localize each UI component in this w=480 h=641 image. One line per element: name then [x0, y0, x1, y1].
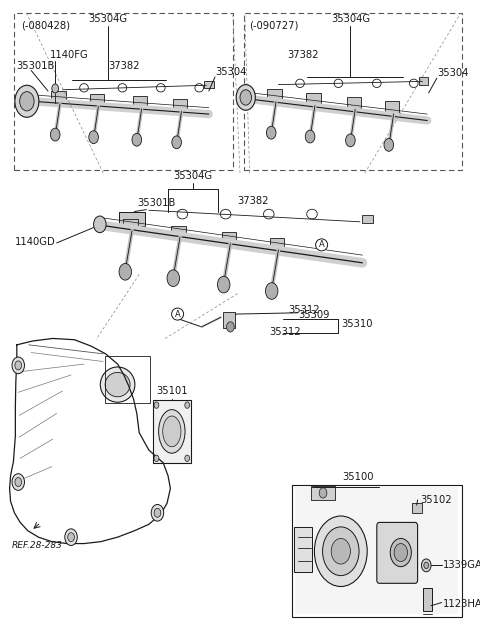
Text: 1123HA: 1123HA [443, 599, 480, 609]
Circle shape [331, 538, 350, 564]
Text: 35101: 35101 [156, 386, 188, 396]
FancyBboxPatch shape [306, 93, 321, 104]
Circle shape [236, 85, 255, 110]
Circle shape [94, 216, 106, 233]
Text: 35304: 35304 [438, 68, 469, 78]
FancyBboxPatch shape [222, 232, 236, 244]
Circle shape [154, 455, 159, 462]
Text: A: A [319, 240, 324, 249]
Circle shape [119, 263, 132, 280]
Circle shape [323, 527, 359, 576]
FancyBboxPatch shape [173, 99, 187, 110]
Circle shape [319, 488, 327, 498]
FancyBboxPatch shape [423, 588, 432, 611]
Circle shape [151, 504, 164, 521]
FancyBboxPatch shape [294, 527, 312, 572]
Circle shape [390, 538, 411, 567]
FancyBboxPatch shape [171, 226, 186, 237]
Circle shape [167, 270, 180, 287]
Ellipse shape [163, 416, 181, 447]
FancyBboxPatch shape [223, 312, 235, 328]
Circle shape [185, 402, 190, 408]
Circle shape [20, 92, 34, 111]
Circle shape [305, 130, 315, 143]
Text: 35310: 35310 [341, 319, 372, 329]
Ellipse shape [158, 410, 185, 453]
Text: 35312: 35312 [269, 327, 300, 337]
Text: 35100: 35100 [342, 472, 373, 482]
Text: 37382: 37382 [238, 196, 269, 206]
Text: 37382: 37382 [108, 60, 140, 71]
FancyBboxPatch shape [270, 238, 284, 250]
FancyBboxPatch shape [267, 89, 282, 101]
Circle shape [172, 136, 181, 149]
Text: 35309: 35309 [299, 310, 330, 320]
Circle shape [89, 131, 98, 144]
FancyBboxPatch shape [295, 487, 458, 614]
Text: 35304G: 35304G [88, 13, 128, 24]
Circle shape [384, 138, 394, 151]
Text: 35301B: 35301B [137, 198, 175, 208]
FancyBboxPatch shape [362, 215, 373, 223]
Circle shape [421, 559, 431, 572]
Circle shape [266, 126, 276, 139]
Circle shape [227, 322, 234, 332]
FancyBboxPatch shape [347, 97, 361, 108]
FancyBboxPatch shape [419, 77, 428, 85]
FancyBboxPatch shape [133, 96, 147, 108]
Circle shape [15, 478, 22, 487]
Circle shape [132, 133, 142, 146]
Circle shape [12, 474, 24, 490]
FancyBboxPatch shape [385, 101, 399, 113]
FancyBboxPatch shape [153, 400, 191, 463]
Text: (-080428): (-080428) [22, 21, 71, 31]
Circle shape [15, 85, 39, 117]
Text: 37382: 37382 [287, 50, 319, 60]
Text: 35301B: 35301B [16, 60, 54, 71]
Circle shape [52, 84, 59, 93]
Circle shape [394, 544, 408, 562]
FancyBboxPatch shape [51, 91, 66, 103]
Text: 35312: 35312 [288, 305, 320, 315]
Circle shape [185, 455, 190, 462]
Text: 35304G: 35304G [331, 13, 370, 24]
FancyBboxPatch shape [90, 94, 104, 105]
FancyBboxPatch shape [123, 219, 138, 231]
Circle shape [15, 361, 22, 370]
FancyBboxPatch shape [119, 212, 145, 226]
Text: REF.28-283: REF.28-283 [12, 541, 63, 550]
FancyBboxPatch shape [377, 522, 418, 583]
Circle shape [65, 529, 77, 545]
Text: 35102: 35102 [420, 495, 452, 505]
FancyBboxPatch shape [311, 486, 335, 500]
Circle shape [154, 402, 159, 408]
Text: 1140GD: 1140GD [14, 237, 55, 247]
Circle shape [50, 128, 60, 141]
Ellipse shape [100, 367, 135, 403]
Text: 35304G: 35304G [173, 171, 213, 181]
Circle shape [68, 533, 74, 542]
Circle shape [217, 276, 230, 293]
FancyBboxPatch shape [412, 503, 422, 513]
Circle shape [314, 516, 367, 587]
Text: 35304: 35304 [215, 67, 246, 77]
Circle shape [424, 562, 429, 569]
Ellipse shape [105, 372, 130, 397]
Circle shape [346, 134, 355, 147]
Circle shape [154, 508, 161, 517]
Circle shape [265, 283, 278, 299]
Text: (-090727): (-090727) [249, 21, 298, 31]
Text: A: A [175, 310, 180, 319]
Circle shape [12, 357, 24, 374]
Text: 1140FG: 1140FG [50, 50, 89, 60]
FancyBboxPatch shape [204, 81, 214, 88]
Text: 1339GA: 1339GA [443, 560, 480, 570]
Circle shape [240, 90, 252, 105]
